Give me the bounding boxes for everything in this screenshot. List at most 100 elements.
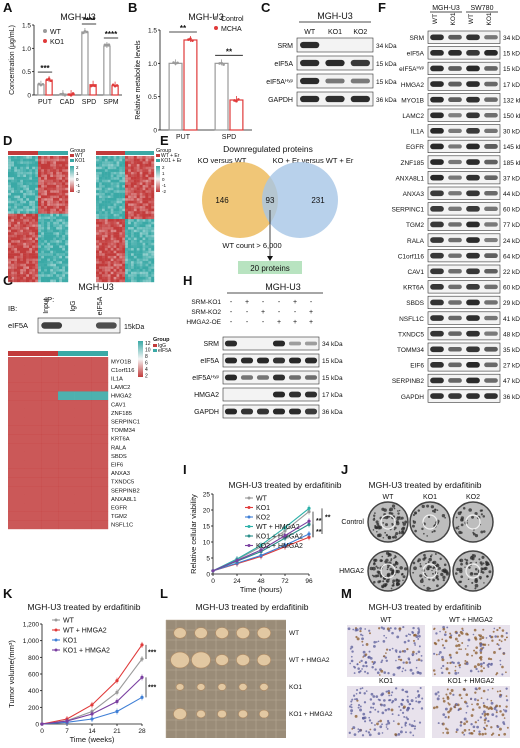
heatmap-cell [38,271,42,275]
heatmap-cell [133,258,137,262]
heatmap-cell [65,161,69,165]
heatmap-cell [11,156,15,159]
colony [459,569,463,574]
heatmap-cell [122,158,126,162]
heatmap-cell [133,255,137,259]
series-point [211,569,215,573]
blot-band [484,159,498,165]
blot-band [300,95,320,103]
heatmap-cell [11,166,15,170]
heatmap-cell [119,192,123,196]
gene-label: C1orf116 [111,368,134,374]
bar-wt [81,31,89,96]
heatmap-cell [65,213,69,217]
heatmap-cell [50,190,54,193]
heatmap-cell [127,242,131,246]
heatmap-cell [41,200,45,204]
blot-band [304,408,318,415]
ihc-cell [402,626,405,629]
heatmap-cell [41,224,45,228]
heatmap-cell [96,171,100,175]
ihc-cell [382,627,386,630]
ihc-cell [413,727,416,730]
heatmap-cell [44,255,48,259]
heatmap-cell [116,163,120,167]
heatmap-cell [23,234,27,238]
heatmap-cell [62,187,66,191]
y-tick-label: 0.5 [22,69,31,76]
bar-ko1 [45,79,53,96]
scale-label: 1 [162,171,165,176]
ihc-cell [479,662,483,666]
heatmap-cell [53,253,57,256]
blot-band [224,408,238,415]
ihc-cell [356,637,360,641]
ihc-cell [371,660,374,663]
heatmap-cell [41,192,45,196]
legend-label: WT + HMGA2 [256,524,300,531]
heatmap-cell [20,216,24,220]
heatmap-cell [130,263,134,267]
ihc-cell [436,697,440,701]
blot-band [430,143,444,150]
heatmap-cell [56,177,60,180]
heatmap-cell [50,247,54,251]
heatmap-cell [35,184,39,188]
ihc-cell [483,704,486,707]
ihc-cell [364,653,368,656]
heatmap-cell [107,198,111,201]
heatmap-cell [119,171,123,175]
x-tick-label: 24 [233,578,241,585]
heatmap-cell [35,198,39,201]
heatmap-cell [91,477,109,487]
colony [394,535,398,539]
heatmap-cell [74,365,92,375]
blot-band [430,221,444,228]
heatmap-cell [130,192,134,196]
ihc-cell [403,649,407,653]
heatmap-cell [125,224,129,228]
heatmap-cell [58,511,75,521]
ihc-cell [361,716,365,720]
heatmap-cell [62,237,66,241]
ihc-cell [463,722,466,726]
scale-label: 0 [76,177,79,182]
heatmap-cell [47,213,51,217]
colony [412,513,416,517]
heatmap-cell [142,255,146,259]
ihc-cell [435,705,439,709]
heatmap-cell [113,253,117,256]
heatmap-cell [122,200,126,204]
heatmap-cell [44,163,48,167]
ihc-cell [444,639,448,643]
heatmap-cell [50,234,54,238]
series-point [40,722,44,726]
heatmap-cell [56,237,60,241]
heatmap-cell [38,247,42,251]
heatmap-cell [127,177,131,180]
heatmap-cell [62,255,66,259]
colony [432,560,437,565]
heatmap-cell [56,216,60,220]
heatmap-cell [96,268,100,272]
heatmap-cell [98,213,102,217]
heatmap-cell [127,253,131,256]
heatmap-cell [62,158,66,162]
heatmap-cell [23,187,27,191]
y-tick-label: 0 [35,722,39,729]
heatmap-cell [104,224,108,228]
heatmap-cell [133,276,137,280]
blot-row-label: TGM2 [406,222,424,229]
blot-band [430,268,444,275]
ihc-cell [495,704,499,708]
heatmap-cell [125,161,129,165]
colony [388,511,392,515]
heatmap-cell [35,187,39,191]
heatmap-cell [96,245,100,249]
colony [397,510,399,512]
ihc-cell [399,709,402,712]
ihc-cell [484,732,487,736]
heatmap-cell [38,161,42,165]
heatmap-cell [32,174,36,178]
heatmap-cell [44,171,48,175]
